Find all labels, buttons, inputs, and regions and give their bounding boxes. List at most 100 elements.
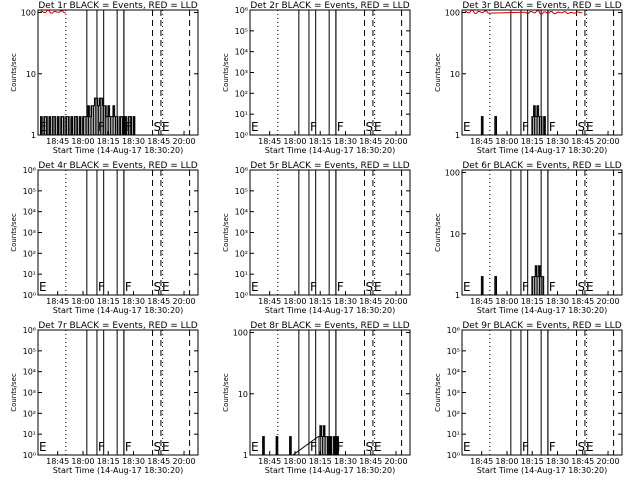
panel-title: Det 1r BLACK = Events, RED = LLD bbox=[38, 1, 197, 11]
marker-label: F bbox=[337, 440, 344, 454]
y-axis-label: Counts/sec bbox=[434, 213, 442, 252]
series-events-line bbox=[479, 265, 548, 296]
y-tick-label: 10⁴ bbox=[235, 48, 248, 57]
y-tick-label: 100 bbox=[21, 9, 36, 18]
marker-label: F bbox=[337, 120, 344, 134]
x-tick-label: 18:45 bbox=[571, 297, 594, 306]
x-tick-label: 18:45 bbox=[46, 457, 69, 466]
x-axis-label: Start Time (14-Aug-17 18:30:20) bbox=[265, 146, 396, 155]
y-tick-label: 10⁵ bbox=[235, 187, 248, 196]
solid-block bbox=[540, 329, 549, 456]
marker-label: E bbox=[463, 120, 471, 134]
x-tick-label: 18:45 bbox=[470, 457, 493, 466]
y-tick-label: 10² bbox=[23, 249, 36, 258]
x-tick-label: 18:00 bbox=[71, 457, 94, 466]
panel-title: Det 2r BLACK = Events, RED = LLD bbox=[250, 1, 409, 11]
marker-label: F bbox=[310, 440, 317, 454]
marker-label: F bbox=[549, 120, 556, 134]
x-axis-label: Start Time (14-Aug-17 18:30:20) bbox=[53, 146, 184, 155]
marker-label: E bbox=[162, 280, 170, 294]
x-tick-label: 18:45 bbox=[359, 297, 382, 306]
x-tick-label: 18:45 bbox=[470, 297, 493, 306]
x-tick-label: 18:30 bbox=[334, 137, 357, 146]
y-tick-label: 10⁶ bbox=[23, 326, 36, 335]
marker-label: E bbox=[39, 120, 47, 134]
x-tick-label: 18:30 bbox=[122, 137, 145, 146]
marker-label: S bbox=[578, 120, 586, 134]
x-tick-label: 18:00 bbox=[71, 137, 94, 146]
solid-block bbox=[510, 329, 529, 456]
y-axis-label: Counts/sec bbox=[434, 373, 442, 412]
y-tick-label: 10² bbox=[447, 409, 460, 418]
y-tick-label: 10² bbox=[235, 249, 248, 258]
marker-label: E bbox=[39, 440, 47, 454]
y-tick-label: 10¹ bbox=[23, 430, 36, 439]
x-tick-label: 18:15 bbox=[97, 297, 120, 306]
x-tick-label: 20:00 bbox=[384, 297, 407, 306]
y-axis-label: Counts/sec bbox=[10, 213, 18, 252]
x-tick-label: 18:45 bbox=[147, 297, 170, 306]
marker-label: F bbox=[549, 280, 556, 294]
series-events-line bbox=[260, 425, 341, 456]
x-tick-label: 18:45 bbox=[147, 457, 170, 466]
x-tick-label: 18:30 bbox=[334, 297, 357, 306]
x-tick-label: 20:00 bbox=[596, 297, 619, 306]
x-tick-label: 18:15 bbox=[309, 137, 332, 146]
y-tick-label: 10 bbox=[450, 70, 460, 79]
marker-label: S bbox=[366, 440, 374, 454]
marker-label: F bbox=[98, 120, 105, 134]
y-axis-label: Counts/sec bbox=[10, 373, 18, 412]
y-tick-label: 10⁶ bbox=[235, 6, 248, 15]
y-tick-label: 10¹ bbox=[447, 430, 460, 439]
x-tick-label: 18:00 bbox=[283, 457, 306, 466]
x-tick-label: 18:15 bbox=[97, 137, 120, 146]
marker-label: E bbox=[162, 440, 170, 454]
y-tick-label: 1 bbox=[243, 451, 248, 460]
marker-label: E bbox=[374, 280, 382, 294]
marker-label: E bbox=[374, 440, 382, 454]
y-tick-label: 10¹ bbox=[235, 110, 248, 119]
y-tick-label: 10 bbox=[26, 70, 36, 79]
marker-label: F bbox=[522, 440, 529, 454]
solid-block bbox=[298, 169, 317, 296]
x-tick-label: 20:00 bbox=[172, 297, 195, 306]
y-tick-label: 10⁶ bbox=[235, 166, 248, 175]
marker-label: S bbox=[366, 280, 374, 294]
x-tick-label: 18:45 bbox=[46, 137, 69, 146]
panel-title: Det 6r BLACK = Events, RED = LLD bbox=[462, 161, 621, 171]
solid-block bbox=[328, 169, 337, 296]
y-tick-label: 10⁴ bbox=[447, 368, 460, 377]
y-tick-label: 100 bbox=[233, 329, 248, 338]
marker-label: S bbox=[578, 440, 586, 454]
y-tick-label: 10¹ bbox=[23, 270, 36, 279]
y-tick-label: 10⁶ bbox=[447, 326, 460, 335]
marker-label: F bbox=[310, 280, 317, 294]
solid-block bbox=[298, 9, 317, 136]
x-tick-label: 18:00 bbox=[283, 137, 306, 146]
y-tick-label: 10⁵ bbox=[447, 347, 460, 356]
marker-label: E bbox=[586, 280, 594, 294]
y-tick-label: 10⁰ bbox=[447, 451, 460, 460]
marker-label: F bbox=[125, 280, 132, 294]
y-tick-label: 10² bbox=[235, 89, 248, 98]
x-tick-label: 18:45 bbox=[147, 137, 170, 146]
marker-label: F bbox=[337, 280, 344, 294]
x-tick-label: 20:00 bbox=[172, 137, 195, 146]
x-tick-label: 18:30 bbox=[546, 297, 569, 306]
panel-title: Det 3r BLACK = Events, RED = LLD bbox=[462, 1, 621, 11]
solid-block bbox=[116, 329, 125, 456]
series-events-line bbox=[38, 97, 137, 136]
marker-label: E bbox=[251, 120, 259, 134]
x-axis-label: Start Time (14-Aug-17 18:30:20) bbox=[477, 466, 608, 475]
y-tick-label: 10⁵ bbox=[235, 27, 248, 36]
x-tick-label: 18:45 bbox=[258, 457, 281, 466]
x-tick-label: 18:45 bbox=[359, 457, 382, 466]
solid-block bbox=[510, 169, 529, 296]
x-tick-label: 18:30 bbox=[546, 137, 569, 146]
panel-title: Det 8r BLACK = Events, RED = LLD bbox=[250, 321, 409, 331]
